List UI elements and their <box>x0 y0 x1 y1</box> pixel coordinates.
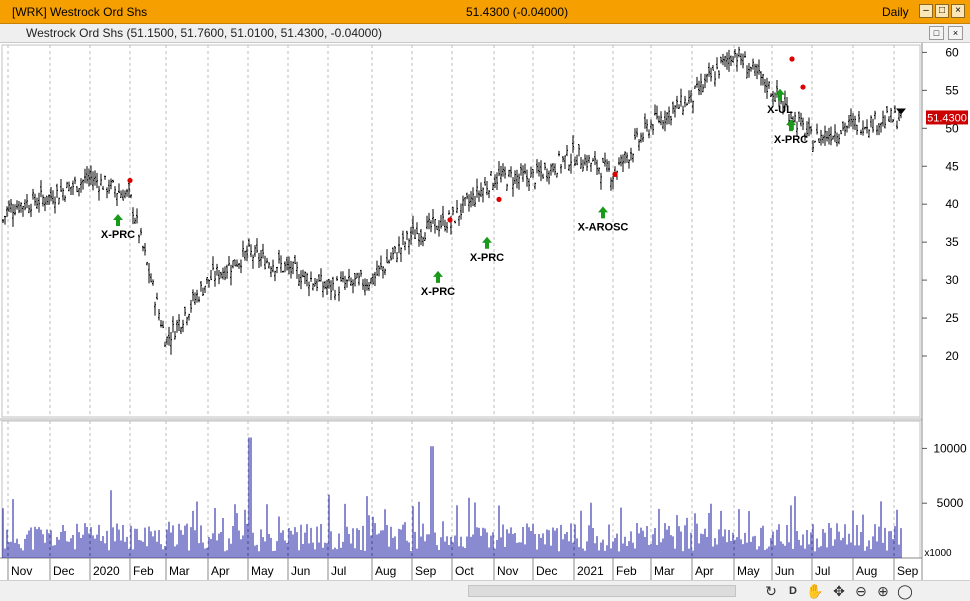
zoom-in-icon[interactable]: ⊕ <box>877 583 889 599</box>
value-axis-background <box>922 43 970 580</box>
date-tick-label: Sep <box>415 564 437 578</box>
signal-arrow <box>113 213 123 226</box>
restore-icon: □ <box>933 28 940 38</box>
signal-dot <box>496 196 502 203</box>
signal-dot <box>127 177 133 184</box>
date-tick-label: Jun <box>775 564 794 578</box>
date-tick-label: Nov <box>497 564 518 578</box>
date-tick-label: Nov <box>11 564 32 578</box>
date-tick-label: Feb <box>616 564 637 578</box>
ohlc-readout: Westrock Ord Shs (51.1500, 51.7600, 51.0… <box>26 26 383 40</box>
chart-infobar: Westrock Ord Shs (51.1500, 51.7600, 51.0… <box>0 24 970 43</box>
date-tick-label: Sep <box>897 564 919 578</box>
signal-arrow <box>786 119 796 132</box>
move-icon[interactable]: ✥ <box>833 583 845 599</box>
date-tick-label: May <box>737 564 760 578</box>
signal-label: X-PRC <box>101 229 135 241</box>
date-tick-label: Aug <box>375 564 396 578</box>
ohlc-bars <box>2 46 902 355</box>
date-tick-label: Apr <box>211 564 230 578</box>
close-icon: × <box>955 5 961 16</box>
restore-button[interactable]: □ <box>935 4 949 18</box>
pane-restore-button[interactable]: □ <box>929 26 944 40</box>
date-tick-label: Apr <box>695 564 714 578</box>
minimize-icon: – <box>923 5 929 16</box>
zoom-out-icon[interactable]: ⊖ <box>855 583 867 599</box>
signal-dot <box>612 171 618 177</box>
date-tick-label: May <box>251 564 274 578</box>
signal-dot <box>789 56 795 62</box>
last-price-label: 51.4300 <box>927 112 967 124</box>
refresh-icon[interactable]: ↻ <box>765 583 777 599</box>
close-button[interactable]: × <box>951 4 965 18</box>
signal-label: X-PRC <box>470 252 504 264</box>
signal-dot <box>800 84 806 90</box>
price-tick-label: 60 <box>945 45 959 59</box>
date-tick-label: Feb <box>133 564 154 578</box>
quote-text: 51.4300 (-0.04000) <box>466 5 569 19</box>
date-tick-label: 2020 <box>93 564 120 578</box>
signal-arrow <box>482 236 492 249</box>
date-tick-label: Oct <box>455 564 474 578</box>
price-tick-label: 40 <box>945 197 959 211</box>
price-tick-label: 25 <box>945 311 959 325</box>
bottom-toolbar: ↻ D ✋ ✥ ⊖ ⊕ ◯ <box>0 580 970 601</box>
minimize-button[interactable]: – <box>919 4 933 18</box>
date-tick-label: Jul <box>331 564 346 578</box>
close-icon: × <box>952 28 959 38</box>
signal-arrow <box>598 206 608 219</box>
volume-bars <box>2 437 902 558</box>
date-tick-label: 2021 <box>577 564 604 578</box>
last-bar-marker <box>896 108 906 115</box>
signal-label: X-UL <box>767 104 793 116</box>
price-tick-label: 35 <box>945 235 959 249</box>
window-titlebar: [WRK] Westrock Ord Shs 51.4300 (-0.04000… <box>0 0 970 24</box>
pane-splitter <box>0 418 970 421</box>
signal-dot <box>447 217 453 223</box>
window-title: [WRK] Westrock Ord Shs <box>12 5 148 19</box>
price-tick-label: 55 <box>945 83 959 97</box>
zoom-reset-icon[interactable]: ◯ <box>897 583 913 599</box>
price-tick-label: 30 <box>945 273 959 287</box>
date-tick-label: Mar <box>654 564 675 578</box>
price-tick-label: 50 <box>945 121 959 135</box>
last-price-box <box>926 110 968 125</box>
price-pane <box>1 44 921 418</box>
signal-label: X-PRC <box>421 286 455 298</box>
date-tick-label: Mar <box>169 564 190 578</box>
price-chart[interactable]: Nov Dec 2020 Feb Mar Apr May Jun Jul Aug Sep Oct Nov… <box>0 43 970 580</box>
pane-close-button[interactable]: × <box>948 26 963 40</box>
period-label: Daily <box>882 5 909 19</box>
volume-tick-label: 5000 <box>937 496 964 510</box>
date-tick-label: Jul <box>815 564 830 578</box>
signal-label: X-PRC <box>774 134 808 146</box>
price-tick-label: 45 <box>945 159 959 173</box>
date-tick-label: Jun <box>291 564 310 578</box>
pan-icon[interactable]: ✋ <box>806 583 824 599</box>
price-tick-label: 20 <box>945 349 959 363</box>
signal-arrow <box>775 88 785 101</box>
horizontal-scrollbar[interactable] <box>468 585 736 597</box>
signal-label: X-AROSC <box>578 221 629 233</box>
volume-unit-label: x1000 <box>924 548 952 559</box>
date-tick-label: Dec <box>53 564 74 578</box>
date-tick-label: Dec <box>536 564 557 578</box>
date-tick-label: Aug <box>856 564 877 578</box>
volume-tick-label: 10000 <box>933 441 967 455</box>
daily-icon[interactable]: D <box>789 585 797 597</box>
signal-arrow <box>433 270 443 283</box>
restore-icon: □ <box>938 5 946 16</box>
